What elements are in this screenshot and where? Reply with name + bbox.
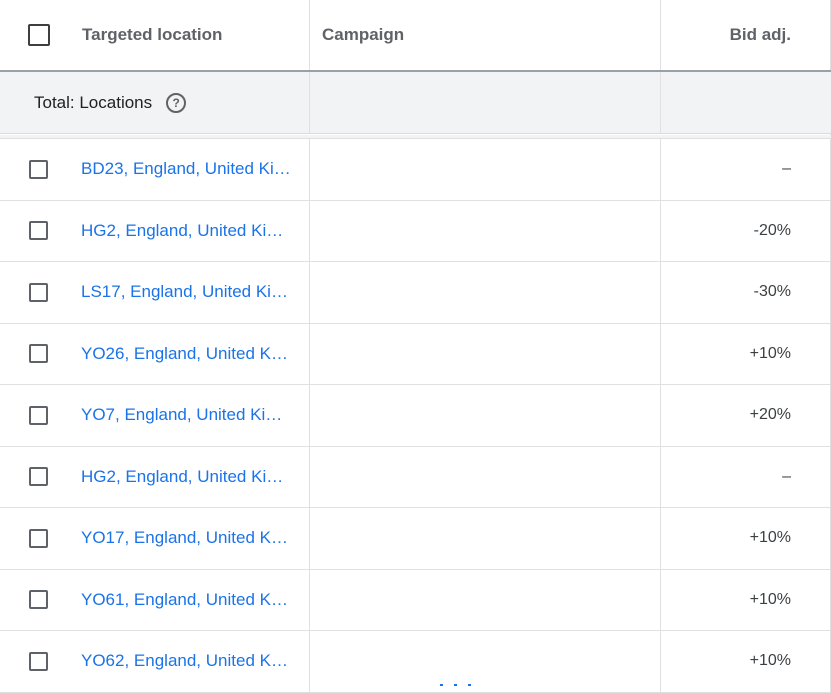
row-checkbox[interactable] [29, 590, 48, 610]
help-icon[interactable]: ? [166, 92, 187, 113]
campaign-cell [309, 508, 660, 569]
row-checkbox[interactable] [29, 282, 48, 302]
bid-cell: -20% [660, 200, 831, 261]
bid-adjustment-value[interactable]: -20% [753, 221, 791, 239]
location-cell: YO17, England, United Ki… [0, 508, 309, 569]
location-link[interactable]: YO26, England, United Ki… [81, 343, 291, 363]
total-row: Total: Locations ? [0, 72, 831, 134]
table-row: HG2, England, United Kin… -20% [0, 200, 831, 262]
location-cell: LS17, England, United Ki… [0, 262, 309, 323]
campaign-cell [309, 631, 660, 692]
table-row: LS17, England, United Ki… -30% [0, 262, 831, 324]
location-cell: YO61, England, United Ki… [0, 570, 309, 631]
bid-cell: +10% [660, 631, 831, 692]
location-link[interactable]: BD23, England, United Ki… [81, 159, 291, 179]
row-checkbox[interactable] [29, 159, 48, 179]
header-bid-cell: Bid adj. [660, 0, 831, 70]
bid-adjustment-value[interactable]: – [782, 467, 791, 485]
location-cell: HG2, England, United Kin… [0, 201, 309, 262]
table-row: HG2, England, United Kin… – [0, 446, 831, 508]
bid-cell: -30% [660, 262, 831, 323]
bid-adjustment-value[interactable]: +10% [749, 590, 791, 608]
bid-cell: +10% [660, 508, 831, 569]
table-header: Targeted location Campaign Bid adj. [0, 0, 831, 72]
bid-cell: – [660, 446, 831, 507]
select-all-checkbox[interactable] [28, 24, 50, 46]
bid-adjustment-value[interactable]: +20% [749, 406, 791, 424]
table-row: YO26, England, United Ki… +10% [0, 323, 831, 385]
bid-cell: +10% [660, 569, 831, 630]
location-link[interactable]: YO61, England, United Ki… [81, 589, 291, 609]
location-cell: YO26, England, United Ki… [0, 324, 309, 385]
campaign-cell [309, 323, 660, 384]
row-checkbox[interactable] [29, 344, 48, 364]
bid-cell: +10% [660, 323, 831, 384]
location-link[interactable]: YO62, England, United Ki… [81, 651, 291, 671]
header-targeted-location[interactable]: Targeted location [82, 25, 223, 44]
bid-adjustment-value[interactable]: -30% [753, 283, 791, 301]
location-cell: BD23, England, United Ki… [0, 139, 309, 200]
bid-cell: +20% [660, 385, 831, 446]
campaign-cell [309, 446, 660, 507]
total-divider [0, 135, 831, 139]
campaign-loading-indicator [440, 683, 480, 686]
campaign-cell [309, 200, 660, 261]
location-link[interactable]: YO17, England, United Ki… [81, 528, 291, 548]
total-location-cell: Total: Locations ? [0, 72, 309, 133]
bid-adjustment-value[interactable]: – [782, 160, 791, 178]
row-checkbox[interactable] [29, 467, 48, 487]
header-bid-adj[interactable]: Bid adj. [729, 25, 791, 44]
campaign-cell [309, 385, 660, 446]
location-link[interactable]: LS17, England, United Ki… [81, 282, 288, 302]
row-checkbox[interactable] [29, 651, 48, 671]
table-row: YO17, England, United Ki… +10% [0, 508, 831, 570]
header-campaign[interactable]: Campaign [322, 25, 405, 44]
header-location-cell: Targeted location [0, 0, 309, 70]
bid-adjustment-value[interactable]: +10% [749, 652, 791, 670]
row-checkbox[interactable] [29, 528, 48, 548]
total-bid-cell [660, 72, 831, 133]
table-row: YO62, England, United Ki… +10% [0, 631, 831, 693]
total-label: Total: Locations [34, 92, 153, 112]
row-checkbox[interactable] [29, 405, 48, 425]
location-cell: YO62, England, United Ki… [0, 631, 309, 692]
bid-cell: – [660, 139, 831, 200]
location-link[interactable]: HG2, England, United Kin… [81, 220, 291, 240]
campaign-cell [309, 262, 660, 323]
campaign-cell [309, 569, 660, 630]
bid-adjustment-value[interactable]: +10% [749, 529, 791, 547]
location-link[interactable]: HG2, England, United Kin… [81, 466, 291, 486]
total-campaign-cell [309, 72, 660, 133]
campaign-cell [309, 139, 660, 200]
location-cell: YO7, England, United Kin… [0, 385, 309, 446]
table-row: BD23, England, United Ki… – [0, 139, 831, 201]
bid-adjustment-value[interactable]: +10% [749, 344, 791, 362]
table-row: YO61, England, United Ki… +10% [0, 569, 831, 631]
table-row: YO7, England, United Kin… +20% [0, 385, 831, 447]
location-link[interactable]: YO7, England, United Kin… [81, 405, 291, 425]
header-campaign-cell: Campaign [309, 0, 660, 70]
row-checkbox[interactable] [29, 221, 48, 241]
location-cell: HG2, England, United Kin… [0, 447, 309, 508]
